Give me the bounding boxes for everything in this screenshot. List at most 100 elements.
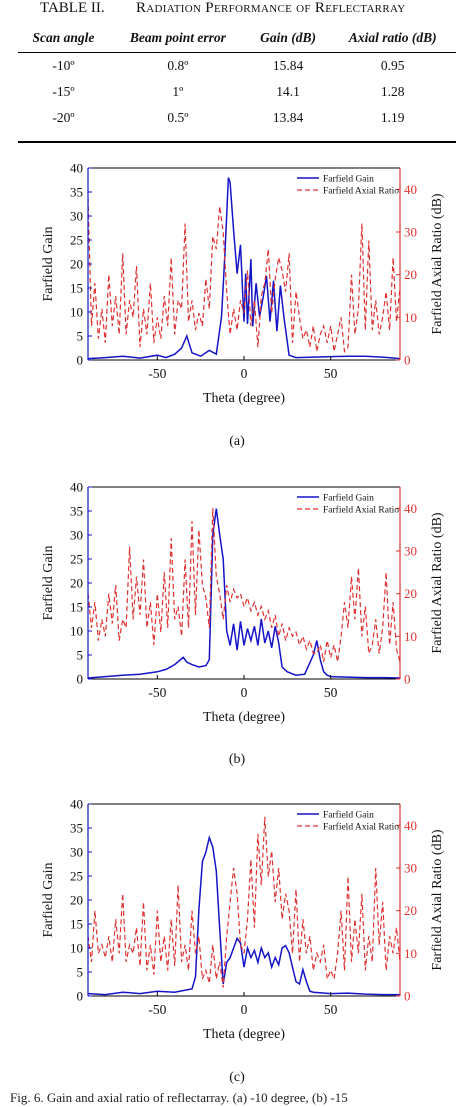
gain-legend-label: Farfield Gain	[323, 174, 374, 185]
left-y-tick-label: 30	[70, 845, 83, 860]
left-y-tick-label: 25	[70, 233, 83, 248]
left-y-tick-label: 20	[70, 257, 83, 272]
chart-panel-b: 0 5 10 15 20 25 30 35 40 0 10 20 30 40 -50 0 50 Theta (de…	[0, 475, 474, 739]
left-y-tick-label: 0	[77, 672, 84, 687]
x-tick-label: -50	[148, 1002, 166, 1017]
figure-caption: Fig. 6. Gain and axial ratio of reflecta…	[10, 1090, 348, 1105]
left-y-tick-label: 35	[70, 185, 83, 200]
table-caption: TABLE II. Radiation Performance of Refle…	[0, 0, 474, 22]
axial-ratio-series-line	[88, 508, 400, 663]
header-gain: Gain (dB)	[246, 26, 330, 53]
left-y-tick-label: 15	[70, 281, 83, 296]
right-y-tick-label: 20	[404, 267, 417, 282]
left-y-tick-label: 20	[70, 576, 83, 591]
chart-panel-a: 0 5 10 15 20 25 30 35 40 0 10 20 30 40 -50 0 50 Theta (de…	[0, 156, 474, 420]
legend-box	[293, 170, 396, 198]
left-y-tick-label: 25	[70, 869, 83, 884]
table-row: -15º 1º 14.1 1.28	[18, 79, 456, 105]
right-y-tick-label: 0	[404, 989, 411, 1004]
x-axis-title: Theta (degree)	[203, 710, 285, 725]
cell-beam-point-error: 0.5º	[167, 110, 189, 125]
right-y-tick-label: 0	[404, 672, 411, 687]
cell-gain: 14.1	[276, 84, 300, 99]
axial-ratio-legend-label: Farfield Axial Ratio	[323, 822, 399, 833]
panel-label-b: (b)	[228, 752, 246, 767]
left-y-tick-label: 30	[70, 528, 83, 543]
right-y-tick-label: 40	[404, 818, 417, 833]
panel-label-a: (a)	[229, 434, 245, 449]
right-y-axis-title: Farfield Axial Ratio (dB)	[430, 512, 445, 653]
right-y-tick-label: 20	[404, 903, 417, 918]
right-y-tick-label: 10	[404, 310, 417, 325]
table-bottom-rule	[18, 141, 456, 143]
axial-ratio-series-line	[88, 816, 400, 988]
cell-scan-angle: -10º	[52, 58, 75, 73]
left-y-axis-title: Farfield Gain	[41, 545, 56, 620]
panel-label-c: (c)	[229, 1070, 245, 1085]
x-tick-label: -50	[148, 366, 166, 381]
x-axis-title: Theta (degree)	[203, 1027, 285, 1042]
left-y-tick-label: 35	[70, 504, 83, 519]
table-title: Radiation Performance of Reflectarray	[136, 0, 406, 16]
right-y-tick-label: 10	[404, 629, 417, 644]
x-tick-label: -50	[148, 685, 166, 700]
chart-a-svg: 0 5 10 15 20 25 30 35 40 0 10 20 30 40 -50 0 50 Theta (de…	[41, 161, 445, 407]
left-y-tick-label: 5	[77, 648, 84, 663]
left-y-tick-label: 15	[70, 600, 83, 615]
right-y-tick-label: 40	[404, 501, 417, 516]
chart-c-svg: 0 5 10 15 20 25 30 35 40 0 10 20 30 40 -50 0 50 Theta (de…	[41, 797, 445, 1043]
right-y-axis-title: Farfield Axial Ratio (dB)	[430, 829, 445, 970]
cell-scan-angle: -15º	[52, 84, 75, 99]
x-tick-label: 50	[324, 366, 338, 381]
left-y-tick-label: 10	[70, 624, 83, 639]
cell-scan-angle: -20º	[52, 110, 75, 125]
chart-b-svg: 0 5 10 15 20 25 30 35 40 0 10 20 30 40 -50 0 50 Theta (de…	[41, 480, 445, 726]
left-y-tick-label: 5	[77, 965, 84, 980]
right-y-tick-label: 30	[404, 225, 417, 240]
left-y-tick-label: 10	[70, 941, 83, 956]
cell-axial-ratio: 1.28	[380, 84, 405, 99]
left-y-tick-label: 10	[70, 305, 83, 320]
header-scan-angle: Scan angle	[18, 26, 109, 53]
gain-series-line	[88, 177, 400, 360]
left-y-tick-label: 35	[70, 821, 83, 836]
header-axial-ratio: Axial ratio (dB)	[329, 26, 456, 53]
left-y-tick-label: 30	[70, 209, 83, 224]
right-y-tick-label: 10	[404, 946, 417, 961]
legend-box	[293, 806, 396, 834]
cell-axial-ratio: 0.95	[380, 58, 405, 73]
right-y-tick-label: 0	[404, 353, 411, 368]
gain-series-line	[88, 834, 400, 996]
gain-series-line	[88, 508, 400, 679]
left-y-tick-label: 0	[77, 989, 84, 1004]
table-row: -20º 0.5º 13.84 1.19	[18, 105, 456, 136]
x-tick-label: 50	[324, 685, 338, 700]
table-header-row: Scan angle Beam point error Gain (dB) Ax…	[18, 26, 456, 53]
chart-panel-c: 0 5 10 15 20 25 30 35 40 0 10 20 30 40 -50 0 50 Theta (de…	[0, 792, 474, 1056]
right-y-tick-label: 30	[404, 861, 417, 876]
left-y-axis-title: Farfield Gain	[41, 862, 56, 937]
left-y-tick-label: 0	[77, 353, 84, 368]
left-y-tick-label: 25	[70, 552, 83, 567]
table-number: TABLE II.	[40, 0, 105, 16]
right-y-tick-label: 30	[404, 544, 417, 559]
x-tick-label: 0	[241, 366, 248, 381]
right-y-tick-label: 20	[404, 586, 417, 601]
axial-ratio-series-line	[88, 197, 400, 354]
performance-table: Scan angle Beam point error Gain (dB) Ax…	[18, 26, 456, 136]
cell-beam-point-error: 0.8º	[167, 58, 189, 73]
left-y-tick-label: 40	[70, 161, 83, 176]
cell-beam-point-error: 1º	[172, 84, 184, 99]
right-y-tick-label: 40	[404, 182, 417, 197]
left-y-tick-label: 40	[70, 480, 83, 495]
left-y-axis-title: Farfield Gain	[41, 226, 56, 301]
cell-gain: 13.84	[272, 110, 304, 125]
table-row: -10º 0.8º 15.84 0.95	[18, 53, 456, 80]
left-y-tick-label: 15	[70, 917, 83, 932]
cell-axial-ratio: 1.19	[380, 110, 405, 125]
cell-gain: 15.84	[272, 58, 304, 73]
x-tick-label: 0	[241, 1002, 248, 1017]
header-beam-point-error: Beam point error	[108, 26, 247, 53]
left-y-tick-label: 40	[70, 797, 83, 812]
legend-box	[293, 489, 396, 517]
